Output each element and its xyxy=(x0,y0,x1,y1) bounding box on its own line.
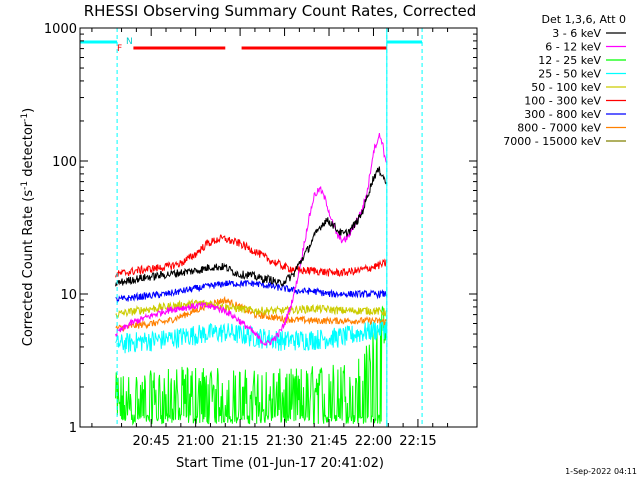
legend-label-6: 300 - 800 keV xyxy=(524,108,601,121)
series-line-1 xyxy=(115,133,387,346)
legend-label-0: 3 - 6 keV xyxy=(552,27,601,40)
series-line-5 xyxy=(115,234,387,278)
legend-label-1: 6 - 12 keV xyxy=(545,41,601,54)
legend-label-3: 25 - 50 keV xyxy=(538,68,601,81)
legend-label-5: 100 - 300 keV xyxy=(524,95,601,108)
y-tick-label-1: 10 xyxy=(60,288,77,303)
series-line-3 xyxy=(115,318,387,354)
legend-label-2: 12 - 25 keV xyxy=(538,54,601,67)
series-line-6 xyxy=(115,279,387,303)
plot-layer: NF xyxy=(80,28,423,427)
x-tick-label-4: 21:45 xyxy=(310,434,347,449)
timestamp: 1-Sep-2022 04:11 xyxy=(565,467,637,476)
x-tick-label-1: 21:00 xyxy=(177,434,214,449)
x-axis-label: Start Time (01-Jun-17 20:41:02) xyxy=(176,456,384,471)
series-line-2 xyxy=(115,305,387,426)
flag-label-night: N xyxy=(126,37,133,47)
flag-label-flare: F xyxy=(117,44,122,54)
y-tick-label-0: 1 xyxy=(69,421,77,436)
series-line-0 xyxy=(115,166,387,287)
series-line-7 xyxy=(115,295,387,333)
axis-layer: 20:45 21:00 21:15 21:30 21:45 22:00 22:15 1 10 10… xyxy=(44,22,477,449)
x-tick-label-3: 21:30 xyxy=(266,434,303,449)
legend-label-8: 7000 - 15000 keV xyxy=(503,135,601,148)
x-tick-label-2: 21:15 xyxy=(221,434,258,449)
legend-label-7: 800 - 7000 keV xyxy=(517,122,601,135)
y-tick-label-2: 100 xyxy=(52,155,77,170)
plot-frame xyxy=(79,27,478,428)
legend-label-4: 50 - 100 keV xyxy=(531,81,601,94)
x-tick-label-0: 20:45 xyxy=(132,434,169,449)
y-axis-label: Corrected Count Rate (s-1 detector-1) xyxy=(20,108,36,346)
legend-header: Det 1,3,6, Att 0 xyxy=(542,13,626,26)
x-tick-label-5: 22:00 xyxy=(355,434,392,449)
y-tick-label-3: 1000 xyxy=(44,22,77,37)
x-tick-label-6: 22:15 xyxy=(399,434,436,449)
series-line-4 xyxy=(115,298,387,319)
chart-title: RHESSI Observing Summary Count Rates, Co… xyxy=(84,2,477,20)
